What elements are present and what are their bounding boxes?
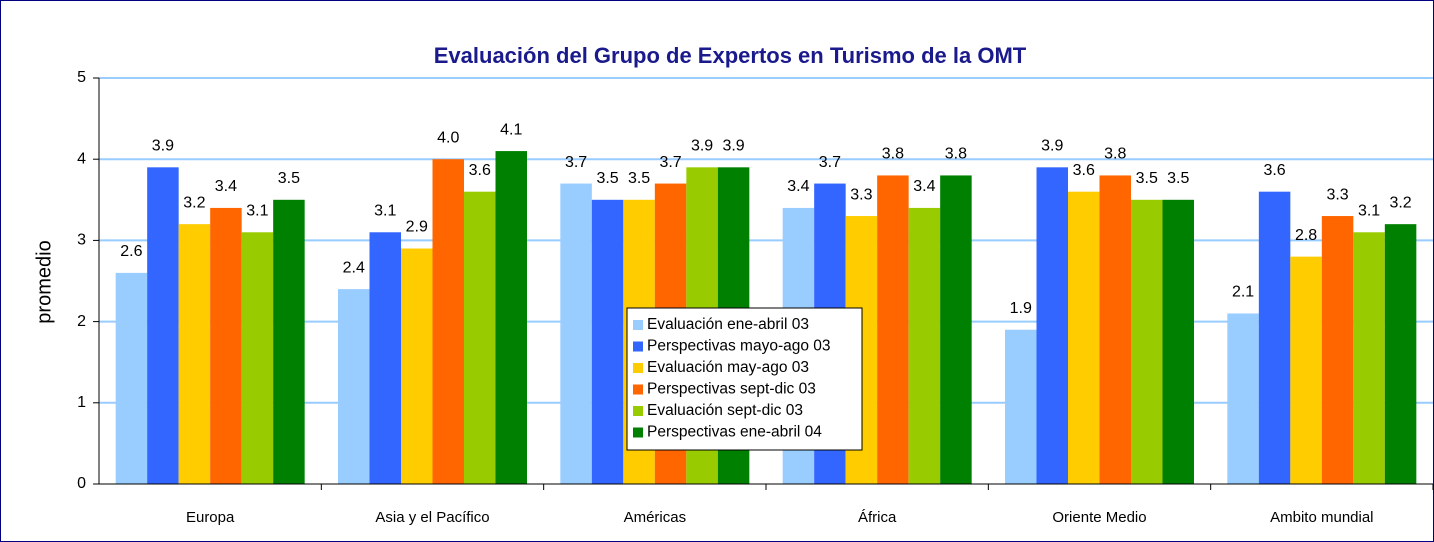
data-label: 2.1 [1232, 284, 1254, 301]
bar [591, 199, 624, 485]
bar [147, 167, 179, 484]
bar [1321, 216, 1354, 485]
data-label: 3.7 [819, 154, 841, 171]
data-label: 2.4 [343, 259, 365, 276]
bar [241, 232, 274, 484]
bar [369, 232, 401, 484]
y-tick-label: 0 [77, 475, 86, 492]
bar [210, 207, 242, 485]
bar [1162, 199, 1194, 485]
y-tick-label: 5 [77, 69, 86, 86]
data-label: 3.5 [278, 170, 300, 187]
x-tick-label: Américas [624, 509, 687, 526]
data-label: 2.6 [120, 243, 142, 260]
legend-swatch [633, 320, 643, 330]
bar [1290, 256, 1322, 484]
y-tick-label: 4 [77, 150, 86, 167]
data-label: 3.5 [596, 170, 618, 187]
bar [1005, 329, 1037, 484]
y-tick-label: 1 [77, 394, 86, 411]
data-label: 3.6 [1263, 162, 1285, 179]
legend-swatch [633, 363, 643, 373]
bar [1068, 191, 1100, 484]
data-label: 3.4 [913, 178, 935, 195]
data-label: 3.5 [1136, 170, 1158, 187]
bar [560, 183, 592, 484]
data-label: 3.1 [246, 202, 268, 219]
bar [1353, 232, 1385, 484]
legend-swatch [633, 384, 643, 395]
bar [1258, 191, 1291, 484]
bar [495, 151, 527, 484]
bar [338, 289, 370, 484]
bar [1384, 224, 1417, 484]
bar [877, 175, 909, 484]
legend-box [626, 307, 863, 451]
data-label: 3.9 [722, 138, 744, 155]
data-label: 1.9 [1010, 300, 1032, 317]
legend-swatch [633, 427, 643, 438]
data-label: 3.8 [945, 146, 967, 163]
bar [178, 224, 211, 484]
data-label: 2.9 [406, 219, 428, 236]
bar [115, 272, 148, 484]
data-label: 4.0 [437, 129, 459, 146]
bar [464, 191, 496, 484]
bar [908, 207, 941, 485]
data-label: 3.1 [374, 202, 396, 219]
data-label: 3.7 [565, 154, 587, 171]
legend-label: Evaluación may-ago 03 [647, 359, 809, 376]
bar [1099, 175, 1131, 484]
data-label: 3.4 [215, 178, 237, 195]
data-label: 3.9 [1041, 138, 1063, 155]
data-label: 3.8 [1104, 146, 1126, 163]
data-label: 3.4 [787, 178, 809, 195]
data-label: 2.8 [1295, 227, 1317, 244]
data-label: 3.9 [691, 138, 713, 155]
x-tick-label: Oriente Medio [1052, 509, 1146, 526]
chart-title: Evaluación del Grupo de Expertos en Turi… [434, 43, 1027, 68]
data-label: 3.2 [1389, 194, 1411, 211]
bar [273, 199, 305, 485]
data-label: 3.6 [469, 162, 491, 179]
bar [432, 159, 464, 484]
data-label: 3.5 [628, 170, 650, 187]
x-tick-label: África [858, 509, 897, 526]
y-tick-label: 2 [77, 313, 86, 330]
legend-swatch [633, 406, 643, 416]
data-label: 3.5 [1167, 170, 1189, 187]
legend-label: Perspectivas sept-dic 03 [647, 381, 816, 398]
data-label: 4.1 [500, 121, 522, 138]
legend-label: Evaluación ene-abril 03 [647, 316, 809, 333]
legend-label: Perspectivas ene-abril 04 [647, 424, 822, 441]
bar [940, 175, 972, 484]
data-label: 3.1 [1358, 202, 1380, 219]
data-label: 3.6 [1073, 162, 1095, 179]
x-tick-label: Europa [186, 509, 235, 526]
y-axis-label: promedio [33, 240, 55, 323]
bar [401, 248, 433, 484]
legend-swatch [633, 341, 643, 352]
x-tick-label: Asia y el Pacífico [375, 509, 489, 526]
data-label: 3.2 [183, 194, 205, 211]
data-label: 3.7 [659, 154, 681, 171]
data-label: 3.8 [882, 146, 904, 163]
y-tick-label: 3 [77, 232, 86, 249]
bar [1036, 167, 1068, 484]
data-label: 3.3 [1326, 186, 1348, 203]
bar [1131, 199, 1163, 485]
legend-label: Evaluación sept-dic 03 [647, 402, 803, 419]
data-label: 3.9 [152, 138, 174, 155]
bar [1227, 313, 1259, 484]
legend-label: Perspectivas mayo-ago 03 [647, 338, 831, 355]
data-label: 3.3 [850, 186, 872, 203]
x-tick-label: Ambito mundial [1270, 509, 1373, 526]
